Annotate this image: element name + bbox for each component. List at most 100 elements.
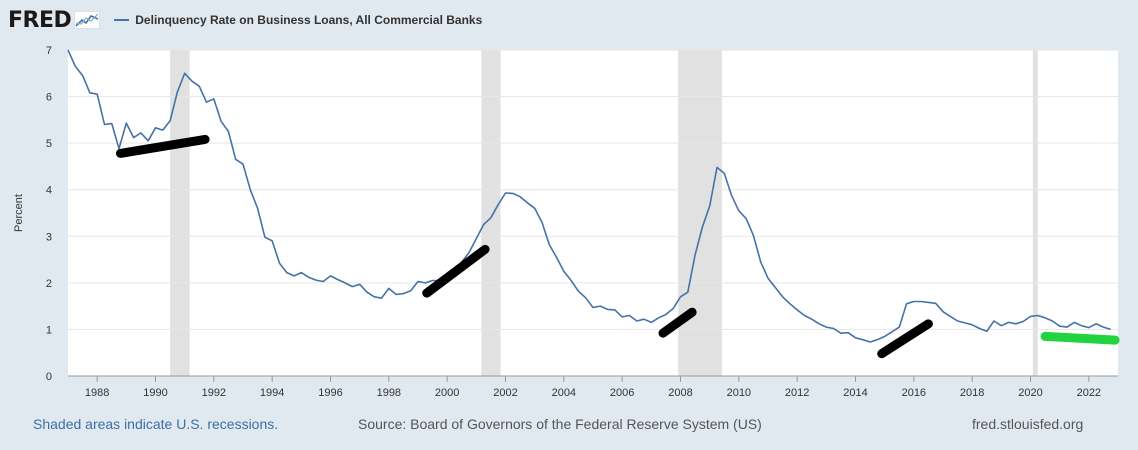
data-point[interactable] (978, 327, 982, 331)
data-point[interactable] (919, 300, 923, 304)
data-point[interactable] (380, 296, 384, 300)
data-point[interactable] (883, 335, 887, 339)
data-point[interactable] (861, 338, 865, 342)
data-point[interactable] (248, 188, 252, 192)
data-point[interactable] (81, 74, 85, 78)
data-point[interactable] (547, 243, 551, 247)
data-point[interactable] (300, 271, 304, 275)
data-point[interactable] (773, 286, 777, 290)
data-point[interactable] (620, 315, 624, 319)
data-point[interactable] (1000, 324, 1004, 328)
data-point[interactable] (161, 128, 165, 132)
data-point[interactable] (365, 290, 369, 294)
data-point[interactable] (584, 296, 588, 300)
fred-logo[interactable]: FRED (8, 7, 72, 33)
data-point[interactable] (927, 301, 931, 305)
data-point[interactable] (176, 90, 180, 94)
data-point[interactable] (416, 280, 420, 284)
data-point[interactable] (934, 302, 938, 306)
data-point[interactable] (526, 201, 530, 205)
data-point[interactable] (693, 253, 697, 257)
data-point[interactable] (766, 276, 770, 280)
data-point[interactable] (795, 308, 799, 312)
data-point[interactable] (402, 292, 406, 296)
data-point[interactable] (562, 269, 566, 273)
data-point[interactable] (832, 327, 836, 331)
data-point[interactable] (292, 274, 296, 278)
data-point[interactable] (868, 340, 872, 344)
data-point[interactable] (66, 48, 70, 52)
data-point[interactable] (256, 207, 260, 211)
data-point[interactable] (343, 281, 347, 285)
data-point[interactable] (504, 191, 508, 195)
data-point[interactable] (475, 237, 479, 241)
data-point[interactable] (482, 223, 486, 227)
data-point[interactable] (941, 310, 945, 314)
data-point[interactable] (183, 71, 187, 75)
data-point[interactable] (270, 239, 274, 243)
data-point[interactable] (817, 322, 821, 326)
data-point[interactable] (540, 221, 544, 225)
data-point[interactable] (285, 271, 289, 275)
data-point[interactable] (1007, 321, 1011, 325)
data-point[interactable] (423, 281, 427, 285)
data-point[interactable] (788, 302, 792, 306)
data-point[interactable] (1058, 324, 1062, 328)
data-point[interactable] (197, 85, 201, 89)
data-point[interactable] (613, 308, 617, 312)
data-point[interactable] (642, 317, 646, 321)
data-point[interactable] (635, 319, 639, 323)
data-point[interactable] (752, 234, 756, 238)
data-point[interactable] (307, 275, 311, 279)
data-point[interactable] (1065, 325, 1069, 329)
data-point[interactable] (358, 282, 362, 286)
data-point[interactable] (125, 121, 129, 125)
data-point[interactable] (321, 280, 325, 284)
data-point[interactable] (372, 295, 376, 299)
data-point[interactable] (431, 279, 435, 283)
data-point[interactable] (606, 308, 610, 312)
data-point[interactable] (671, 307, 675, 311)
data-point[interactable] (737, 209, 741, 213)
data-point[interactable] (351, 285, 355, 289)
data-point[interactable] (329, 274, 333, 278)
data-point[interactable] (103, 123, 107, 127)
data-point[interactable] (876, 338, 880, 342)
data-point[interactable] (730, 194, 734, 198)
data-point[interactable] (263, 235, 267, 239)
data-point[interactable] (394, 293, 398, 297)
data-point[interactable] (650, 321, 654, 325)
data-point[interactable] (227, 130, 231, 134)
data-point[interactable] (387, 287, 391, 291)
data-point[interactable] (1014, 322, 1018, 326)
data-point[interactable] (489, 216, 493, 220)
site-link[interactable]: fred.stlouisfed.org (972, 416, 1084, 432)
data-point[interactable] (598, 304, 602, 308)
data-point[interactable] (715, 166, 719, 170)
data-point[interactable] (467, 251, 471, 255)
data-point[interactable] (1029, 315, 1033, 319)
data-point[interactable] (278, 261, 282, 265)
data-point[interactable] (657, 316, 661, 320)
data-point[interactable] (963, 321, 967, 325)
data-point[interactable] (190, 79, 194, 83)
data-point[interactable] (825, 325, 829, 329)
data-point[interactable] (1036, 314, 1040, 318)
data-point[interactable] (664, 313, 668, 317)
data-point[interactable] (890, 330, 894, 334)
data-point[interactable] (212, 97, 216, 101)
data-point[interactable] (759, 260, 763, 264)
data-point[interactable] (314, 278, 318, 282)
data-point[interactable] (803, 314, 807, 318)
data-point[interactable] (511, 192, 515, 196)
data-point[interactable] (1102, 325, 1106, 329)
data-point[interactable] (1051, 319, 1055, 323)
data-point[interactable] (1080, 324, 1084, 328)
data-point[interactable] (679, 295, 683, 299)
data-point[interactable] (846, 331, 850, 335)
data-point[interactable] (168, 119, 172, 123)
data-point[interactable] (722, 172, 726, 176)
data-point[interactable] (234, 158, 238, 162)
data-point[interactable] (518, 195, 522, 199)
data-point[interactable] (88, 91, 92, 95)
